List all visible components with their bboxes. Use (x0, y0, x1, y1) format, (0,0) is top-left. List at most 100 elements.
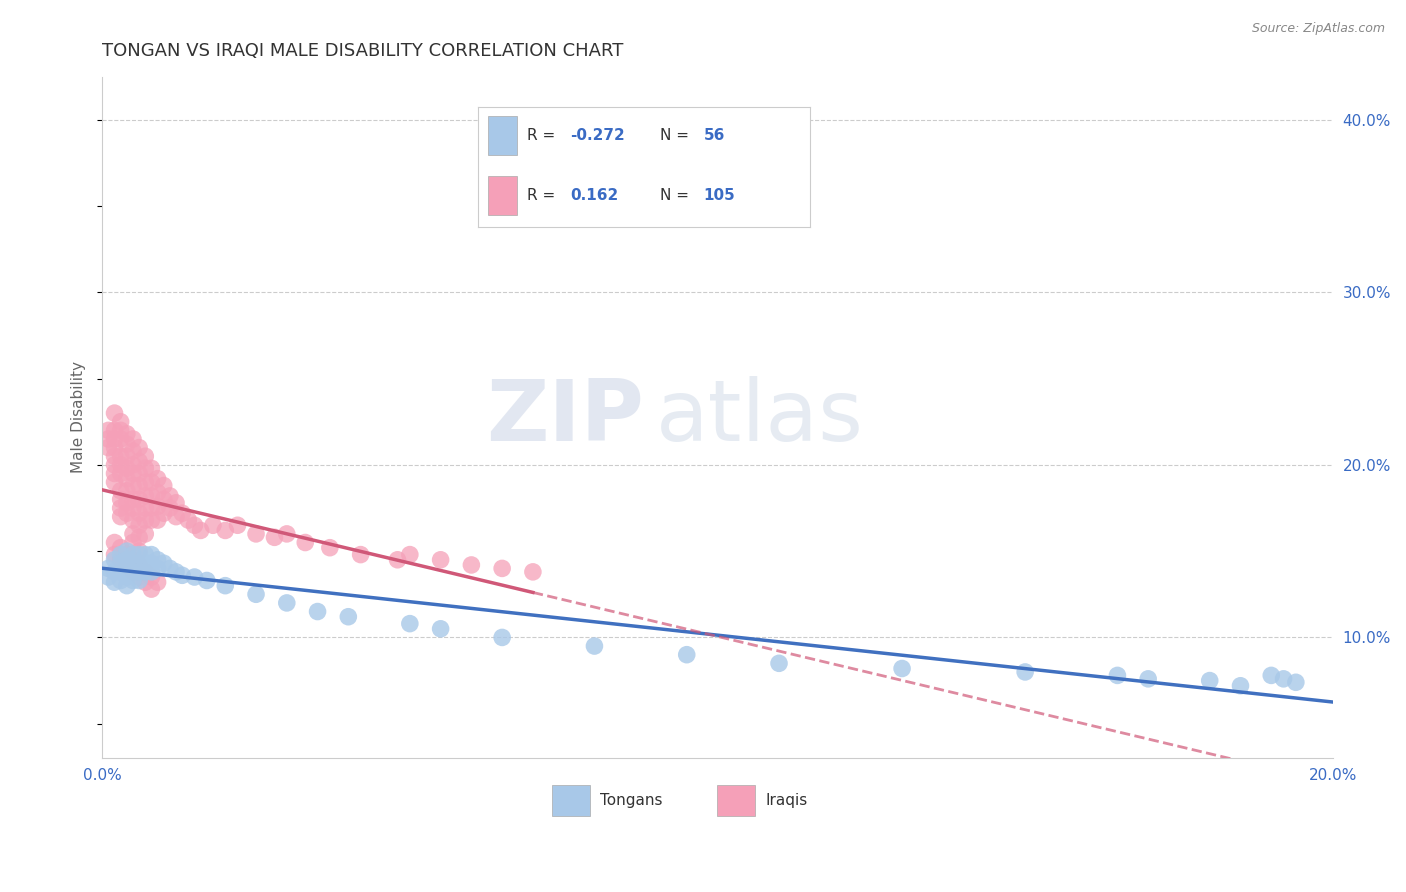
Point (146, 575, 169, 590)
Point (583, 639, 606, 653)
Point (172, 506, 194, 520)
Point (122, 492, 145, 507)
Point (201, 518, 224, 533)
Point (522, 565, 544, 579)
Point (141, 582, 163, 596)
Point (110, 548, 132, 562)
Point (128, 478, 150, 492)
Point (103, 458, 125, 472)
Point (122, 574, 145, 588)
Point (1198, 673, 1220, 688)
Point (429, 553, 451, 567)
Point (103, 553, 125, 567)
Point (134, 489, 156, 503)
Point (97, 432, 120, 446)
Point (183, 570, 205, 584)
Point (103, 423, 125, 437)
Point (128, 441, 150, 455)
Point (110, 553, 132, 567)
Point (159, 561, 181, 575)
Point (152, 492, 174, 507)
Point (115, 561, 138, 575)
Point (141, 556, 163, 570)
Point (141, 513, 163, 527)
Point (134, 449, 156, 463)
Point (1285, 675, 1308, 690)
Point (115, 544, 138, 558)
Point (491, 631, 513, 645)
Point (134, 501, 156, 516)
Point (146, 485, 169, 500)
Point (103, 548, 125, 562)
Point (165, 509, 187, 524)
Point (891, 661, 914, 675)
Point (172, 568, 194, 582)
Point (128, 518, 150, 533)
Point (122, 432, 145, 446)
Point (1260, 668, 1282, 682)
Point (103, 467, 125, 481)
Point (134, 565, 156, 579)
Point (110, 467, 132, 481)
Point (141, 461, 163, 475)
Text: ZIP: ZIP (486, 376, 644, 458)
Point (128, 506, 150, 520)
Point (103, 475, 125, 489)
Point (146, 472, 169, 486)
Point (1014, 665, 1036, 679)
Point (115, 483, 138, 498)
Point (190, 524, 212, 538)
Text: atlas: atlas (657, 376, 863, 458)
Point (110, 449, 132, 463)
Point (177, 513, 200, 527)
Point (134, 475, 156, 489)
Point (110, 492, 132, 507)
Point (115, 506, 138, 520)
Point (110, 556, 132, 570)
Point (122, 553, 145, 567)
Point (165, 565, 187, 579)
Point (214, 579, 236, 593)
Point (128, 492, 150, 507)
Point (122, 556, 145, 570)
Point (103, 432, 125, 446)
Point (110, 509, 132, 524)
Point (134, 556, 156, 570)
Point (115, 472, 138, 486)
Point (134, 513, 156, 527)
Point (152, 506, 174, 520)
Point (122, 458, 145, 472)
Point (349, 548, 371, 562)
Point (122, 478, 145, 492)
Point (165, 496, 187, 510)
Point (146, 561, 169, 575)
Point (183, 518, 205, 533)
Point (307, 605, 329, 619)
Text: TONGAN VS IRAQI MALE DISABILITY CORRELATION CHART: TONGAN VS IRAQI MALE DISABILITY CORRELAT… (103, 42, 624, 60)
Point (195, 574, 218, 588)
Point (110, 432, 132, 446)
Point (103, 535, 125, 549)
Point (122, 444, 145, 458)
Point (276, 596, 298, 610)
Point (245, 587, 267, 601)
Point (110, 423, 132, 437)
Point (134, 548, 156, 562)
Point (1272, 672, 1295, 686)
Point (152, 556, 174, 570)
Point (1229, 679, 1251, 693)
Point (110, 574, 132, 588)
Point (128, 467, 150, 481)
Point (122, 565, 145, 579)
Point (128, 454, 150, 468)
Point (276, 527, 298, 541)
Point (134, 461, 156, 475)
Point (675, 648, 697, 662)
Point (128, 530, 150, 544)
Point (214, 524, 236, 538)
Point (110, 565, 132, 579)
Point (128, 548, 150, 562)
Point (387, 553, 409, 567)
Point (152, 478, 174, 492)
Point (159, 489, 181, 503)
